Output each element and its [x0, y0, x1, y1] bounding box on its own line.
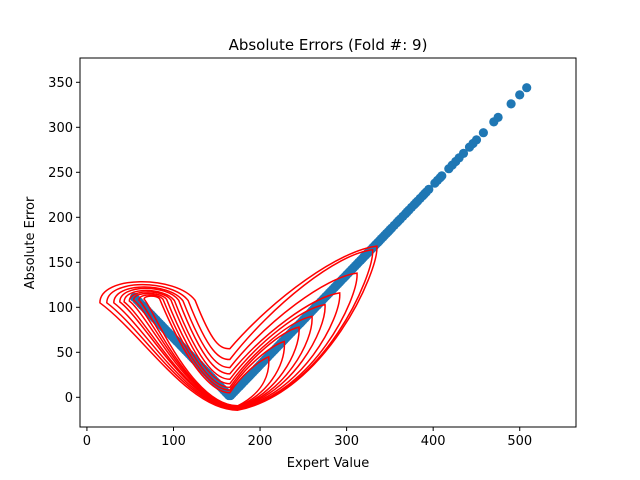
density-contour-line [128, 291, 313, 408]
x-tick-label: 100 [161, 434, 186, 449]
chart-title: Absolute Errors (Fold #: 9) [229, 36, 428, 54]
density-contour-line [143, 295, 270, 407]
data-point [424, 184, 434, 194]
data-point [522, 83, 532, 93]
y-tick-label: 200 [48, 211, 73, 226]
density-contour-line [106, 248, 374, 410]
y-tick-label: 100 [48, 301, 73, 316]
density-contour-line [132, 292, 300, 408]
data-point [515, 90, 525, 100]
x-tick-label: 500 [507, 434, 532, 449]
y-tick-label: 150 [48, 256, 73, 271]
density-contour-line [113, 272, 358, 410]
y-tick-label: 250 [48, 166, 73, 181]
y-tick-label: 50 [56, 346, 73, 361]
y-tick-label: 300 [48, 121, 73, 136]
density-contour-line [99, 245, 378, 411]
density-contour-line [138, 294, 286, 407]
data-point [478, 128, 488, 138]
y-tick-label: 0 [65, 391, 73, 406]
data-point [493, 112, 503, 122]
x-tick-label: 0 [83, 434, 91, 449]
x-tick-label: 300 [334, 434, 359, 449]
x-tick-label: 400 [421, 434, 446, 449]
data-point [506, 99, 516, 109]
data-point [458, 148, 469, 158]
x-tick-label: 200 [248, 434, 273, 449]
y-axis-title: Absolute Error [23, 196, 38, 289]
y-tick-label: 350 [48, 76, 73, 91]
x-axis-title: Expert Value [287, 456, 369, 471]
axes-frame [79, 57, 577, 428]
data-point [471, 135, 482, 145]
density-contour-line [123, 289, 326, 408]
plot-content [99, 83, 532, 411]
plot-area: 0 100 200 300 400 500 0 50 100 150 200 250 300 350 [48, 57, 577, 449]
data-point [437, 171, 447, 181]
